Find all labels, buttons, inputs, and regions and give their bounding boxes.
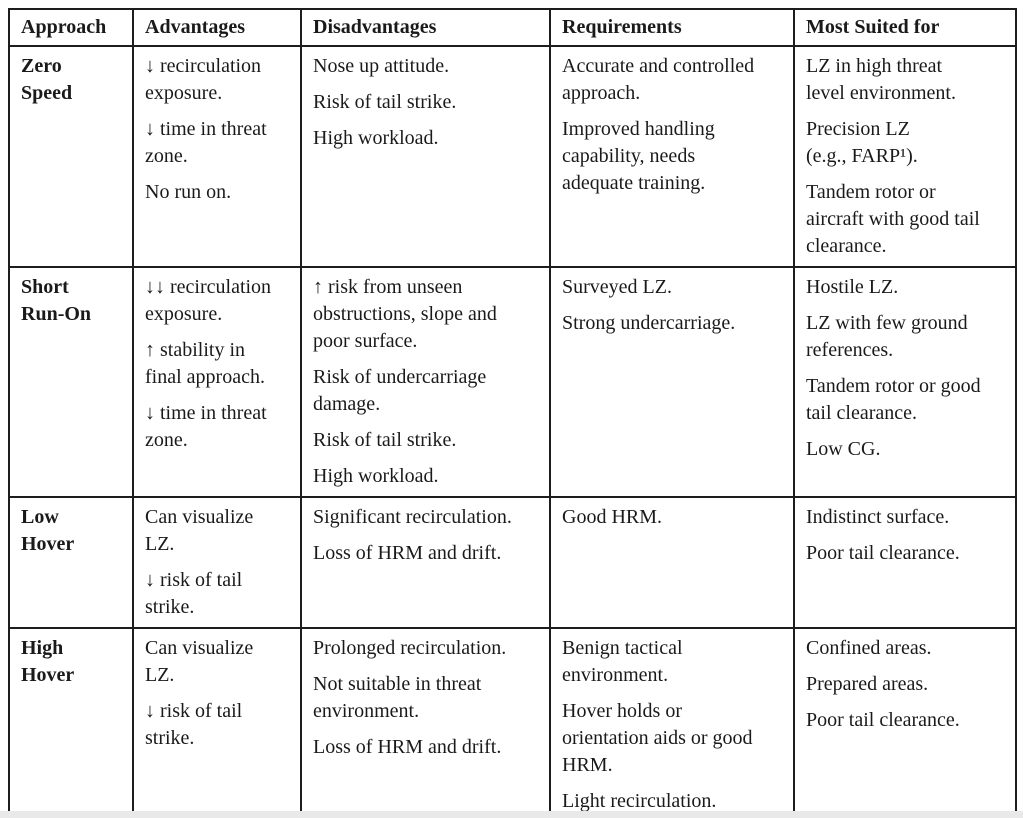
cell-paragraph: Loss of HRM and drift. bbox=[313, 736, 502, 758]
cell-zero-speed-approach: Zero Speed bbox=[8, 45, 134, 268]
cell-paragraph: Improved handling capability, needs adeq… bbox=[562, 118, 715, 194]
cell-paragraph: Accurate and controlled approach. bbox=[562, 55, 755, 104]
cell-zero-speed-most-suited-for: LZ in high threat level environment. Pre… bbox=[793, 45, 1017, 268]
cell-short-run-on-advantages: ↓↓ recirculation exposure. ↑ stability i… bbox=[132, 266, 302, 498]
cell-paragraph: No run on. bbox=[145, 181, 232, 203]
column-header-disadvantages: Disadvantages bbox=[300, 8, 551, 47]
cell-short-run-on-approach: Short Run-On bbox=[8, 266, 134, 498]
cell-paragraph: Prolonged recirculation. bbox=[313, 637, 507, 659]
cell-paragraph: Hostile LZ. bbox=[806, 276, 899, 298]
cell-paragraph: Tandem rotor or good tail clearance. bbox=[806, 375, 981, 424]
cell-paragraph: Poor tail clearance. bbox=[806, 709, 960, 731]
cell-low-hover-most-suited-for: Indistinct surface. Poor tail clearance. bbox=[793, 496, 1017, 629]
cell-low-hover-requirements: Good HRM. bbox=[549, 496, 795, 629]
cell-high-hover-most-suited-for: Confined areas. Prepared areas. Poor tai… bbox=[793, 627, 1017, 818]
cell-low-hover-disadvantages: Significant recirculation. Loss of HRM a… bbox=[300, 496, 551, 629]
cell-zero-speed-advantages: ↓ recirculation exposure. ↓ time in thre… bbox=[132, 45, 302, 268]
cell-paragraph: ↓ time in threat zone. bbox=[145, 402, 267, 451]
cell-paragraph: Indistinct surface. bbox=[806, 506, 950, 528]
column-header-approach: Approach bbox=[8, 8, 134, 47]
cell-paragraph: Tandem rotor or aircraft with good tail … bbox=[806, 181, 980, 257]
cell-zero-speed-disadvantages: Nose up attitude. Risk of tail strike. H… bbox=[300, 45, 551, 268]
cell-short-run-on-requirements: Surveyed LZ. Strong undercarriage. bbox=[549, 266, 795, 498]
cell-low-hover-advantages: Can visualize LZ. ↓ risk of tail strike. bbox=[132, 496, 302, 629]
cell-zero-speed-requirements: Accurate and controlled approach. Improv… bbox=[549, 45, 795, 268]
cell-paragraph: LZ in high threat level environment. bbox=[806, 55, 956, 104]
cell-short-run-on-disadvantages: ↑ risk from unseen obstructions, slope a… bbox=[300, 266, 551, 498]
cell-paragraph: Can visualize LZ. bbox=[145, 506, 254, 555]
cell-paragraph: ↓ risk of tail strike. bbox=[145, 700, 243, 749]
table-row-high-hover: High Hover Can visualize LZ. ↓ risk of t… bbox=[8, 627, 1017, 818]
cell-paragraph: Not suitable in threat environment. bbox=[313, 673, 482, 722]
header-row: Approach Advantages Disadvantages Requir… bbox=[8, 8, 1017, 47]
cell-paragraph: Can visualize LZ. bbox=[145, 637, 254, 686]
cell-paragraph: ↓ time in threat zone. bbox=[145, 118, 267, 167]
cell-short-run-on-most-suited-for: Hostile LZ. LZ with few ground reference… bbox=[793, 266, 1017, 498]
cell-paragraph: Surveyed LZ. bbox=[562, 276, 672, 298]
cell-paragraph: Light recirculation. bbox=[562, 790, 717, 812]
table-row-short-run-on: Short Run-On ↓↓ recirculation exposure. … bbox=[8, 266, 1017, 498]
cell-paragraph: High workload. bbox=[313, 127, 439, 149]
cell-paragraph: ↑ stability in final approach. bbox=[145, 339, 265, 388]
cell-paragraph: Benign tactical environment. bbox=[562, 637, 683, 686]
cell-high-hover-disadvantages: Prolonged recirculation. Not suitable in… bbox=[300, 627, 551, 818]
bottom-edge-strip bbox=[0, 811, 1023, 818]
cell-paragraph: Low CG. bbox=[806, 438, 881, 460]
cell-paragraph: Nose up attitude. bbox=[313, 55, 450, 77]
approach-comparison-table: Approach Advantages Disadvantages Requir… bbox=[8, 8, 1017, 818]
cell-paragraph: ↑ risk from unseen obstructions, slope a… bbox=[313, 276, 497, 352]
column-header-advantages: Advantages bbox=[132, 8, 302, 47]
cell-low-hover-approach: Low Hover bbox=[8, 496, 134, 629]
table-row-zero-speed: Zero Speed ↓ recirculation exposure. ↓ t… bbox=[8, 45, 1017, 268]
cell-paragraph: Poor tail clearance. bbox=[806, 542, 960, 564]
cell-paragraph: Significant recirculation. bbox=[313, 506, 512, 528]
column-header-most-suited-for: Most Suited for bbox=[793, 8, 1017, 47]
cell-paragraph: Risk of tail strike. bbox=[313, 429, 457, 451]
cell-paragraph: Loss of HRM and drift. bbox=[313, 542, 502, 564]
cell-paragraph: ↓↓ recirculation exposure. bbox=[145, 276, 272, 325]
cell-paragraph: Risk of tail strike. bbox=[313, 91, 457, 113]
cell-paragraph: Strong undercarriage. bbox=[562, 312, 736, 334]
cell-paragraph: High workload. bbox=[313, 465, 439, 487]
cell-high-hover-approach: High Hover bbox=[8, 627, 134, 818]
cell-paragraph: LZ with few ground references. bbox=[806, 312, 968, 361]
cell-high-hover-requirements: Benign tactical environment. Hover holds… bbox=[549, 627, 795, 818]
cell-paragraph: Good HRM. bbox=[562, 506, 663, 528]
column-header-requirements: Requirements bbox=[549, 8, 795, 47]
cell-paragraph: ↓ risk of tail strike. bbox=[145, 569, 243, 618]
table-row-low-hover: Low Hover Can visualize LZ. ↓ risk of ta… bbox=[8, 496, 1017, 629]
cell-paragraph: ↓ recirculation exposure. bbox=[145, 55, 262, 104]
cell-paragraph: Hover holds or orientation aids or good … bbox=[562, 700, 753, 776]
cell-high-hover-advantages: Can visualize LZ. ↓ risk of tail strike. bbox=[132, 627, 302, 818]
cell-paragraph: Confined areas. bbox=[806, 637, 932, 659]
cell-paragraph: Risk of undercarriage damage. bbox=[313, 366, 487, 415]
cell-paragraph: Prepared areas. bbox=[806, 673, 929, 695]
cell-paragraph: Precision LZ (e.g., FARP¹). bbox=[806, 118, 918, 167]
